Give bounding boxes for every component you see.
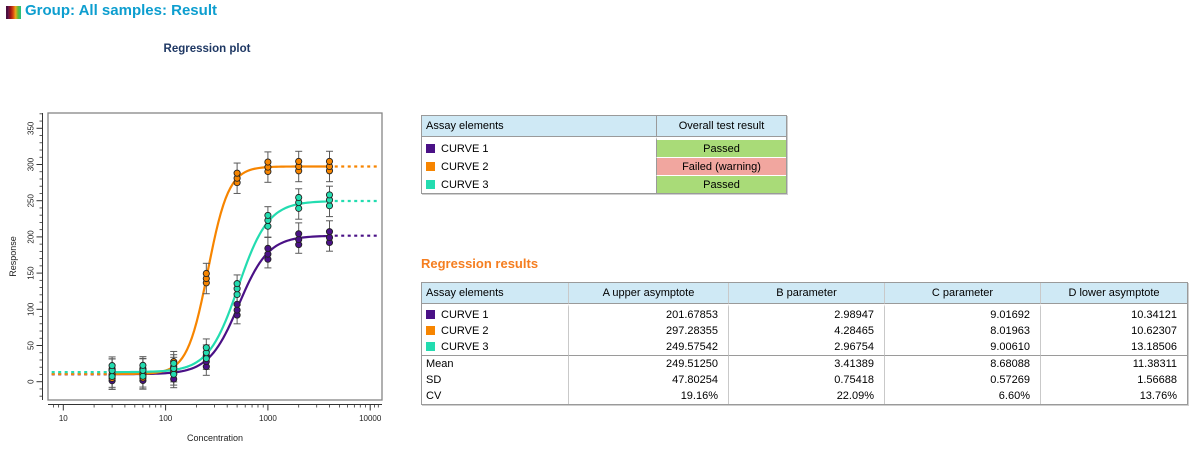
svg-text:Response: Response: [8, 236, 18, 277]
svg-text:1000: 1000: [259, 414, 277, 423]
a-value: 201.67853: [568, 304, 728, 323]
regression-results-table: Assay elements A upper asymptote B param…: [421, 282, 1188, 405]
curve3-swatch-icon: [426, 342, 435, 351]
table-row: CURVE 3 249.57542 2.96754 9.00610 13.185…: [422, 339, 1187, 355]
column-assay-elements: Assay elements: [422, 116, 656, 137]
svg-text:150: 150: [27, 266, 36, 280]
svg-text:250: 250: [27, 193, 36, 207]
mean-b: 3.41389: [728, 355, 884, 372]
overall-result-header-row: Assay elements Overall test result: [422, 116, 786, 137]
regression-header-row: Assay elements A upper asymptote B param…: [422, 283, 1187, 304]
c-value: 9.00610: [884, 339, 1040, 355]
table-row-mean: Mean 249.51250 3.41389 8.68088 11.38311: [422, 355, 1187, 372]
page-title: Group: All samples: Result: [25, 2, 217, 19]
curve1-swatch-icon: [426, 310, 435, 319]
overall-result-table: Assay elements Overall test result CURVE…: [421, 115, 787, 194]
svg-text:100: 100: [27, 302, 36, 316]
svg-text:100: 100: [159, 414, 173, 423]
a-value: 297.28355: [568, 323, 728, 339]
d-value: 10.62307: [1040, 323, 1187, 339]
plot-title: Regression plot: [163, 43, 251, 55]
cv-d: 13.76%: [1040, 388, 1187, 404]
svg-text:0: 0: [27, 379, 36, 384]
column-b-parameter: B parameter: [728, 283, 884, 304]
curve-name: CURVE 3: [441, 341, 489, 353]
table-row-cv: CV 19.16% 22.09% 6.60% 13.76%: [422, 388, 1187, 404]
curve-name: CURVE 3: [441, 178, 489, 191]
cv-c: 6.60%: [884, 388, 1040, 404]
column-d-lower-asymptote: D lower asymptote: [1040, 283, 1187, 304]
svg-text:Concentration: Concentration: [187, 433, 243, 443]
c-value: 9.01692: [884, 304, 1040, 323]
stat-name: SD: [426, 374, 442, 386]
status-badge: Failed (warning): [656, 157, 786, 175]
cv-b: 22.09%: [728, 388, 884, 404]
sd-a: 47.80254: [568, 372, 728, 388]
c-value: 8.01963: [884, 323, 1040, 339]
stat-name: CV: [426, 390, 442, 402]
sd-d: 1.56688: [1040, 372, 1187, 388]
cv-a: 19.16%: [568, 388, 728, 404]
d-value: 13.18506: [1040, 339, 1187, 355]
d-value: 10.34121: [1040, 304, 1187, 323]
group-gradient-icon: [6, 6, 21, 19]
svg-text:10: 10: [59, 414, 68, 423]
mean-d: 11.38311: [1040, 355, 1187, 372]
svg-text:50: 50: [27, 341, 36, 350]
curve3-swatch-icon: [426, 179, 435, 189]
b-value: 2.96754: [728, 339, 884, 355]
svg-text:300: 300: [27, 157, 36, 171]
table-row: CURVE 1 Passed: [422, 137, 786, 157]
table-row: CURVE 2 Failed (warning): [422, 157, 786, 175]
curve-name: CURVE 2: [441, 160, 489, 173]
curve2-swatch-icon: [426, 326, 435, 335]
mean-c: 8.68088: [884, 355, 1040, 372]
svg-text:200: 200: [27, 230, 36, 244]
curve-name: CURVE 1: [441, 309, 489, 321]
curve-name: CURVE 2: [441, 325, 489, 337]
table-row: CURVE 3 Passed: [422, 175, 786, 193]
column-a-upper-asymptote: A upper asymptote: [568, 283, 728, 304]
table-row: CURVE 2 297.28355 4.28465 8.01963 10.623…: [422, 323, 1187, 339]
sd-c: 0.57269: [884, 372, 1040, 388]
b-value: 2.98947: [728, 304, 884, 323]
curve2-swatch-icon: [426, 161, 435, 171]
status-badge: Passed: [656, 137, 786, 157]
svg-text:10000: 10000: [359, 414, 382, 423]
mean-a: 249.51250: [568, 355, 728, 372]
curve-name: CURVE 1: [441, 142, 489, 155]
a-value: 249.57542: [568, 339, 728, 355]
table-row: CURVE 1 201.67853 2.98947 9.01692 10.341…: [422, 304, 1187, 323]
table-row-sd: SD 47.80254 0.75418 0.57269 1.56688: [422, 372, 1187, 388]
b-value: 4.28465: [728, 323, 884, 339]
column-overall-test-result: Overall test result: [656, 116, 786, 137]
status-badge: Passed: [656, 175, 786, 193]
column-c-parameter: C parameter: [884, 283, 1040, 304]
regression-results-title: Regression results: [421, 256, 539, 271]
regression-plot: 0 50 100 150 200 250 300 350 Response 10 100 1000 10…: [8, 112, 383, 443]
column-assay-elements: Assay elements: [422, 283, 568, 304]
stat-name: Mean: [422, 355, 568, 372]
curve1-swatch-icon: [426, 143, 435, 153]
sd-b: 0.75418: [728, 372, 884, 388]
svg-text:350: 350: [27, 121, 36, 135]
